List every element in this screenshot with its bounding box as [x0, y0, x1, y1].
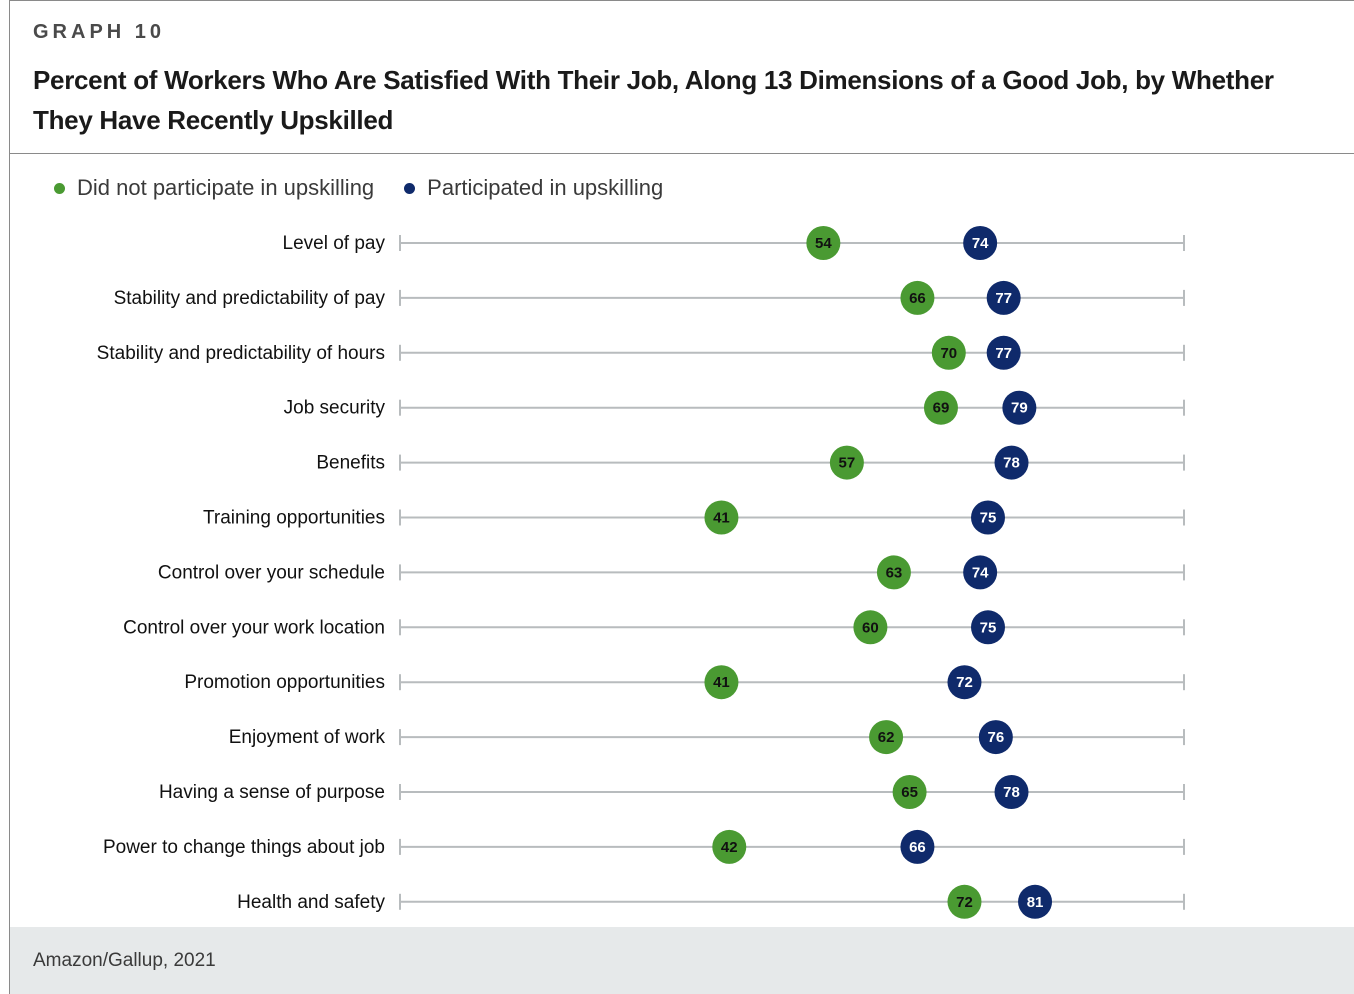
point-not-participated-label: 57	[839, 455, 856, 472]
point-not-participated-label: 41	[713, 674, 730, 691]
point-not-participated-label: 42	[721, 839, 738, 856]
point-participated	[971, 500, 1005, 535]
legend-label-not-participated: Did not participate in upskilling	[77, 175, 375, 200]
point-not-participated-label: 72	[956, 894, 973, 911]
row-label: Power to change things about job	[103, 837, 385, 858]
point-not-participated	[712, 829, 747, 864]
point-not-participated-label: 63	[886, 564, 903, 581]
point-not-participated-label: 69	[933, 400, 950, 417]
point-participated-label: 81	[1027, 894, 1044, 911]
point-not-participated-label: 62	[878, 729, 895, 746]
point-participated-label: 66	[909, 839, 926, 856]
point-participated	[1002, 390, 1037, 425]
chart-footer: Amazon/Gallup, 2021	[10, 927, 1354, 994]
row-label: Control over your work location	[123, 617, 385, 638]
point-not-participated	[923, 390, 958, 425]
point-participated-label: 74	[972, 235, 989, 252]
legend-label-participated: Participated in upskilling	[427, 175, 664, 200]
point-not-participated	[853, 610, 888, 645]
point-participated	[1018, 884, 1053, 919]
source-note: Amazon/Gallup, 2021	[33, 949, 216, 971]
chart-row: Control over your work location 60 75	[123, 610, 1185, 645]
row-label: Control over your schedule	[158, 562, 385, 583]
point-participated	[994, 775, 1029, 809]
point-not-participated-label: 60	[862, 619, 879, 636]
legend-item-participated: Participated in upskilling	[404, 175, 663, 201]
row-label: Stability and predictability of hours	[97, 343, 385, 364]
point-not-participated-label: 65	[901, 784, 918, 801]
chart-row: Health and safety 72 81	[237, 884, 1185, 919]
point-participated-label: 76	[987, 729, 1004, 746]
chart-row: Benefits 57 78	[316, 445, 1185, 480]
dumbbell-chart-plot: Level of pay 54 74 Stability and predictabi…	[97, 226, 1185, 919]
point-participated	[994, 445, 1029, 480]
point-participated	[978, 720, 1013, 755]
chart-header: GRAPH 10 Percent of Workers Who Are Sati…	[10, 1, 1354, 154]
point-participated	[986, 280, 1021, 315]
row-label: Level of pay	[283, 233, 386, 254]
row-label: Health and safety	[237, 892, 385, 913]
point-participated	[971, 610, 1005, 645]
point-participated-label: 77	[995, 290, 1012, 307]
point-not-participated	[900, 280, 935, 315]
point-not-participated	[704, 500, 739, 535]
point-participated-label: 77	[995, 345, 1012, 362]
point-participated	[900, 829, 935, 864]
point-not-participated-label: 41	[713, 510, 730, 527]
point-not-participated	[931, 335, 966, 370]
point-not-participated	[829, 445, 864, 480]
point-not-participated	[806, 226, 841, 260]
row-label: Enjoyment of work	[229, 727, 386, 748]
chart-row: Having a sense of purpose 65 78	[159, 775, 1185, 809]
row-label: Promotion opportunities	[184, 672, 385, 693]
point-not-participated-label: 54	[815, 235, 832, 252]
point-not-participated	[892, 775, 927, 809]
point-participated	[963, 226, 998, 260]
row-label: Job security	[284, 398, 386, 419]
row-label: Benefits	[316, 453, 385, 474]
point-not-participated-label: 70	[940, 345, 957, 362]
point-not-participated	[876, 555, 911, 590]
point-participated-label: 75	[980, 619, 997, 636]
legend-dot-green-icon	[54, 182, 65, 194]
point-not-participated	[869, 720, 904, 755]
point-not-participated-label: 66	[909, 290, 926, 307]
chart-title: Percent of Workers Who Are Satisfied Wit…	[33, 65, 1274, 135]
point-participated-label: 72	[956, 674, 973, 691]
chart-frame: GRAPH 10 Percent of Workers Who Are Sati…	[9, 0, 1354, 994]
chart-row: Job security 69 79	[284, 390, 1185, 425]
row-label: Training opportunities	[203, 508, 385, 529]
point-participated-label: 75	[980, 510, 997, 527]
chart-row: Promotion opportunities 41 72	[184, 665, 1185, 700]
point-participated-label: 79	[1011, 400, 1028, 417]
point-participated	[947, 665, 982, 700]
legend-dot-navy-icon	[404, 182, 416, 194]
point-participated-label: 74	[972, 564, 989, 581]
chart-legend: Did not participate in upskilling Partic…	[54, 173, 693, 203]
chart-row: Stability and predictability of hours 70 7…	[97, 335, 1185, 370]
chart-row: Enjoyment of work 62 76	[229, 720, 1185, 755]
point-participated	[986, 335, 1021, 370]
point-participated-label: 78	[1003, 455, 1020, 472]
chart-row: Level of pay 54 74	[283, 226, 1185, 260]
row-label: Stability and predictability of pay	[114, 288, 386, 309]
point-not-participated	[947, 884, 982, 919]
point-participated-label: 78	[1003, 784, 1020, 801]
point-not-participated	[704, 665, 739, 700]
graph-label: GRAPH 10	[33, 21, 166, 43]
point-participated	[963, 555, 998, 590]
chart-row: Control over your schedule 63 74	[158, 555, 1185, 590]
legend-item-not-participated: Did not participate in upskilling	[54, 175, 374, 201]
chart-row: Training opportunities 41 75	[203, 500, 1185, 535]
chart-row: Power to change things about job 42 66	[103, 829, 1185, 864]
row-label: Having a sense of purpose	[159, 782, 385, 803]
chart-row: Stability and predictability of pay 66 77	[114, 280, 1185, 315]
